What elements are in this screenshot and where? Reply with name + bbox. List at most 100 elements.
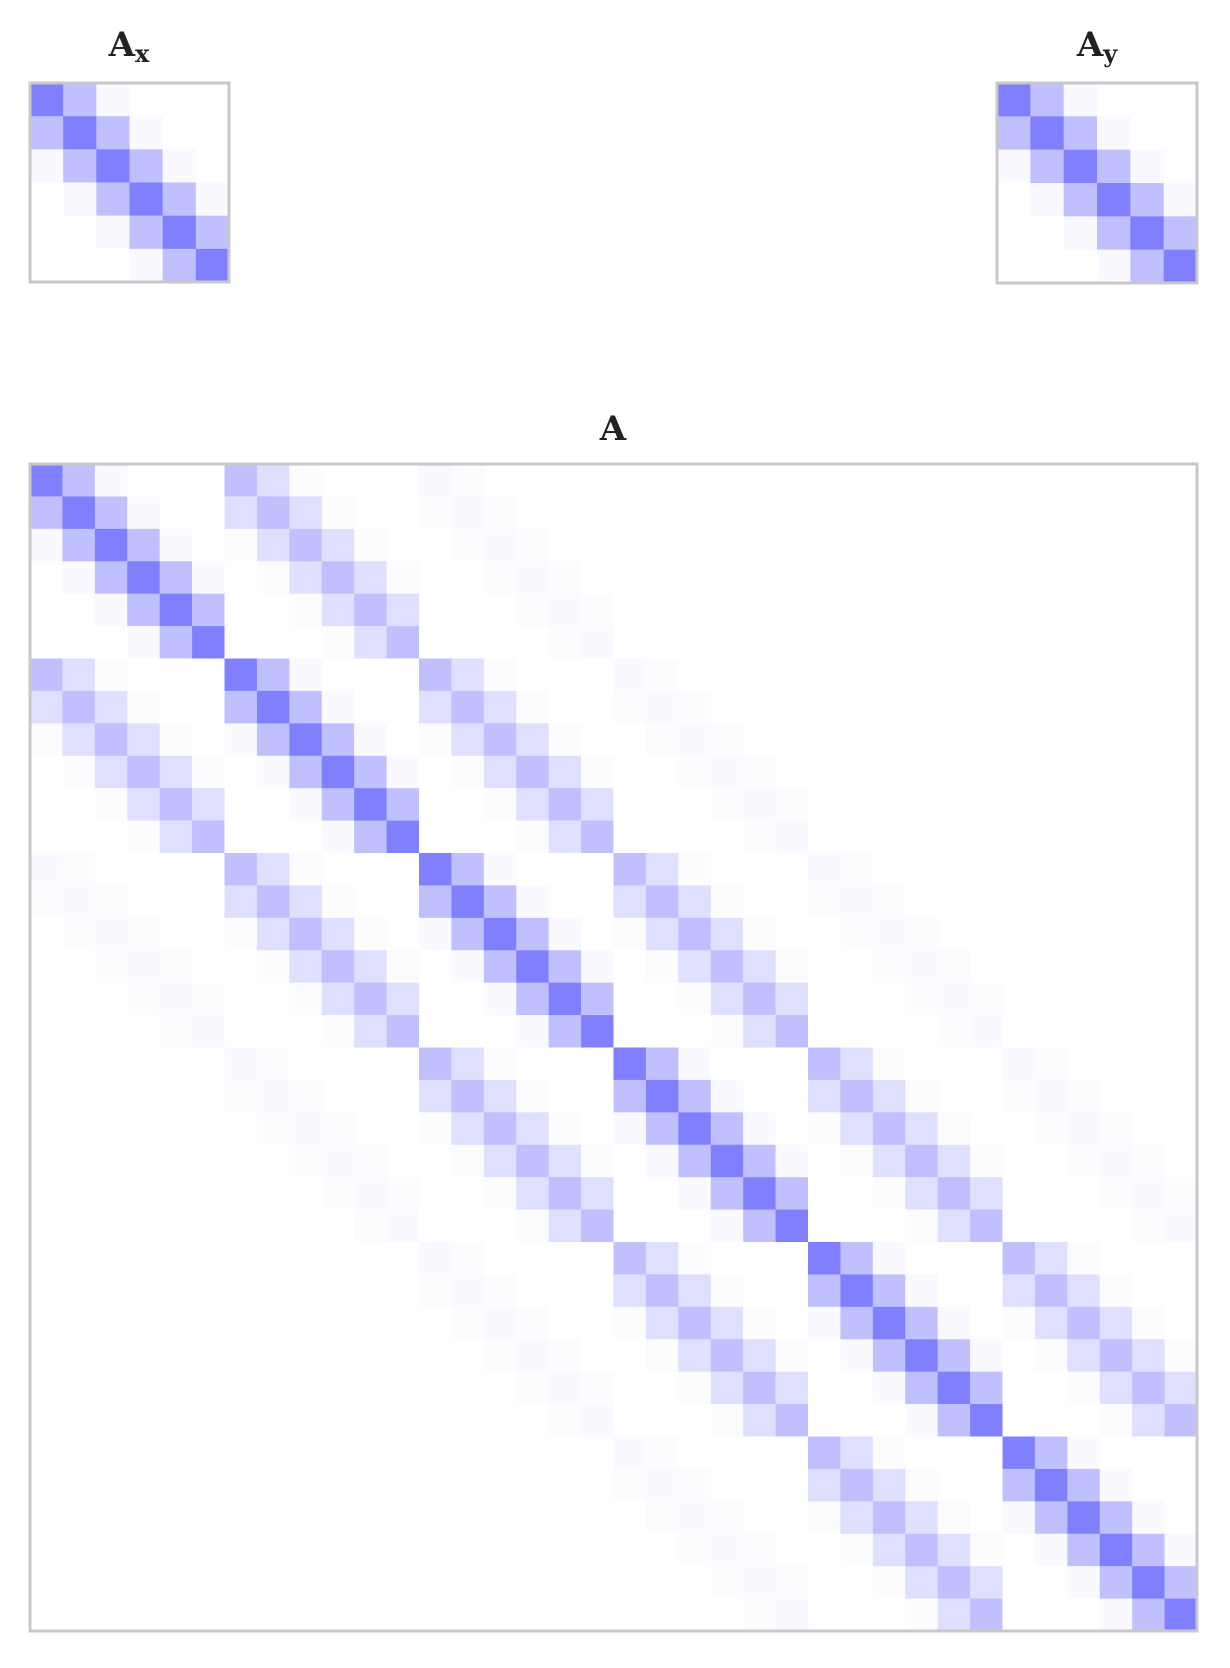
- matrix-cell: [483, 1404, 517, 1437]
- matrix-cell: [192, 1533, 225, 1567]
- matrix-cell: [937, 1404, 971, 1437]
- matrix-cell: [937, 1371, 971, 1405]
- matrix-cell: [62, 788, 96, 821]
- matrix-cell: [451, 1339, 485, 1372]
- matrix-cell: [905, 1209, 938, 1243]
- matrix-cell: [937, 1274, 971, 1308]
- matrix-cell: [451, 1468, 485, 1502]
- matrix-cell: [386, 528, 420, 562]
- matrix-cell: [548, 658, 582, 692]
- matrix-cell: [775, 788, 809, 821]
- matrix-cell: [256, 593, 290, 627]
- matrix-cell: [30, 1598, 63, 1632]
- matrix-cell: [872, 950, 906, 983]
- matrix-cell: [192, 1404, 225, 1437]
- matrix-cell: [321, 1274, 355, 1308]
- matrix-cell: [451, 1533, 485, 1567]
- matrix-cell: [548, 1371, 582, 1405]
- matrix-cell: [872, 982, 906, 1016]
- matrix-cell: [1164, 1501, 1198, 1535]
- matrix-cell: [1034, 1339, 1068, 1372]
- matrix-cell: [256, 853, 290, 886]
- matrix-cell: [30, 1274, 63, 1308]
- matrix-cell: [743, 1274, 776, 1308]
- matrix-cell: [1002, 950, 1036, 983]
- matrix-cell: [840, 1436, 874, 1470]
- matrix-cell: [1067, 626, 1101, 659]
- matrix-cell: [872, 1047, 906, 1081]
- matrix-cell: [62, 464, 96, 497]
- matrix-cell: [127, 1274, 160, 1308]
- matrix-cell: [386, 755, 420, 789]
- matrix-cell: [94, 464, 128, 497]
- matrix-cell: [1099, 690, 1133, 724]
- matrix-cell: [516, 820, 549, 854]
- matrix-cell: [354, 464, 387, 497]
- matrix-cell: [94, 690, 128, 724]
- matrix-cell: [743, 1371, 776, 1405]
- matrix-cell: [1067, 885, 1101, 919]
- matrix-cell: [127, 1468, 160, 1502]
- matrix-cell: [386, 853, 420, 886]
- matrix-cell: [678, 1047, 712, 1081]
- matrix-cell: [1034, 788, 1068, 821]
- matrix-cell: [1002, 1436, 1036, 1470]
- matrix-cell: [354, 561, 387, 594]
- matrix-cell: [451, 1404, 485, 1437]
- matrix-cell: [1067, 820, 1101, 854]
- matrix-cell: [1099, 1112, 1133, 1146]
- matrix-cell: [62, 528, 96, 562]
- matrix-cell: [289, 1339, 323, 1372]
- matrix-cell: [354, 755, 387, 789]
- matrix-cell: [127, 528, 160, 562]
- matrix-cell: [256, 1404, 290, 1437]
- matrix-cell: [548, 1144, 582, 1178]
- matrix-cell: [872, 464, 906, 497]
- matrix-cell: [386, 1112, 420, 1146]
- matrix-cell: [289, 1598, 323, 1632]
- matrix-cell: [840, 464, 874, 497]
- matrix-cell: [289, 1079, 323, 1113]
- matrix-cell: [710, 788, 744, 821]
- matrix-cell: [645, 1566, 679, 1599]
- matrix-cell: [451, 1242, 485, 1275]
- matrix-cell: [62, 561, 96, 594]
- matrix-cell: [386, 690, 420, 724]
- matrix-cell: [159, 1566, 193, 1599]
- matrix-cell: [645, 1598, 679, 1632]
- matrix-cell: [192, 1144, 225, 1178]
- matrix-cell: [775, 1371, 809, 1405]
- matrix-cell: [159, 1468, 193, 1502]
- matrix-cell: [30, 1047, 63, 1081]
- matrix-cell: [970, 1112, 1003, 1146]
- matrix-cell: [1099, 820, 1133, 854]
- matrix-cell: [872, 1112, 906, 1146]
- matrix-cell: [775, 723, 809, 757]
- matrix-cell: [1099, 853, 1133, 886]
- matrix-cell: [419, 1533, 452, 1567]
- matrix-cell: [256, 1047, 290, 1081]
- matrix-cell: [516, 1339, 549, 1372]
- matrix-cell: [808, 528, 841, 562]
- matrix-cell: [127, 1015, 160, 1048]
- matrix-cell: [256, 496, 290, 530]
- matrix-cell: [937, 982, 971, 1016]
- matrix-cell: [872, 1015, 906, 1048]
- matrix-cell: [159, 853, 193, 886]
- matrix-cell: [354, 496, 387, 530]
- matrix-cell: [256, 1274, 290, 1308]
- matrix-cell: [1063, 149, 1098, 184]
- matrix-cell: [710, 1371, 744, 1405]
- matrix-cell: [548, 1468, 582, 1502]
- matrix-cell: [386, 626, 420, 659]
- matrix-cell: [321, 820, 355, 854]
- matrix-cell: [970, 690, 1003, 724]
- matrix-cell: [159, 561, 193, 594]
- matrix-cell: [548, 788, 582, 821]
- matrix-cell: [516, 1468, 549, 1502]
- matrix-cell: [1002, 1404, 1036, 1437]
- matrix-cell: [905, 1371, 938, 1405]
- matrix-cell: [872, 1144, 906, 1178]
- matrix-cell: [581, 690, 614, 724]
- matrix-cell: [30, 788, 63, 821]
